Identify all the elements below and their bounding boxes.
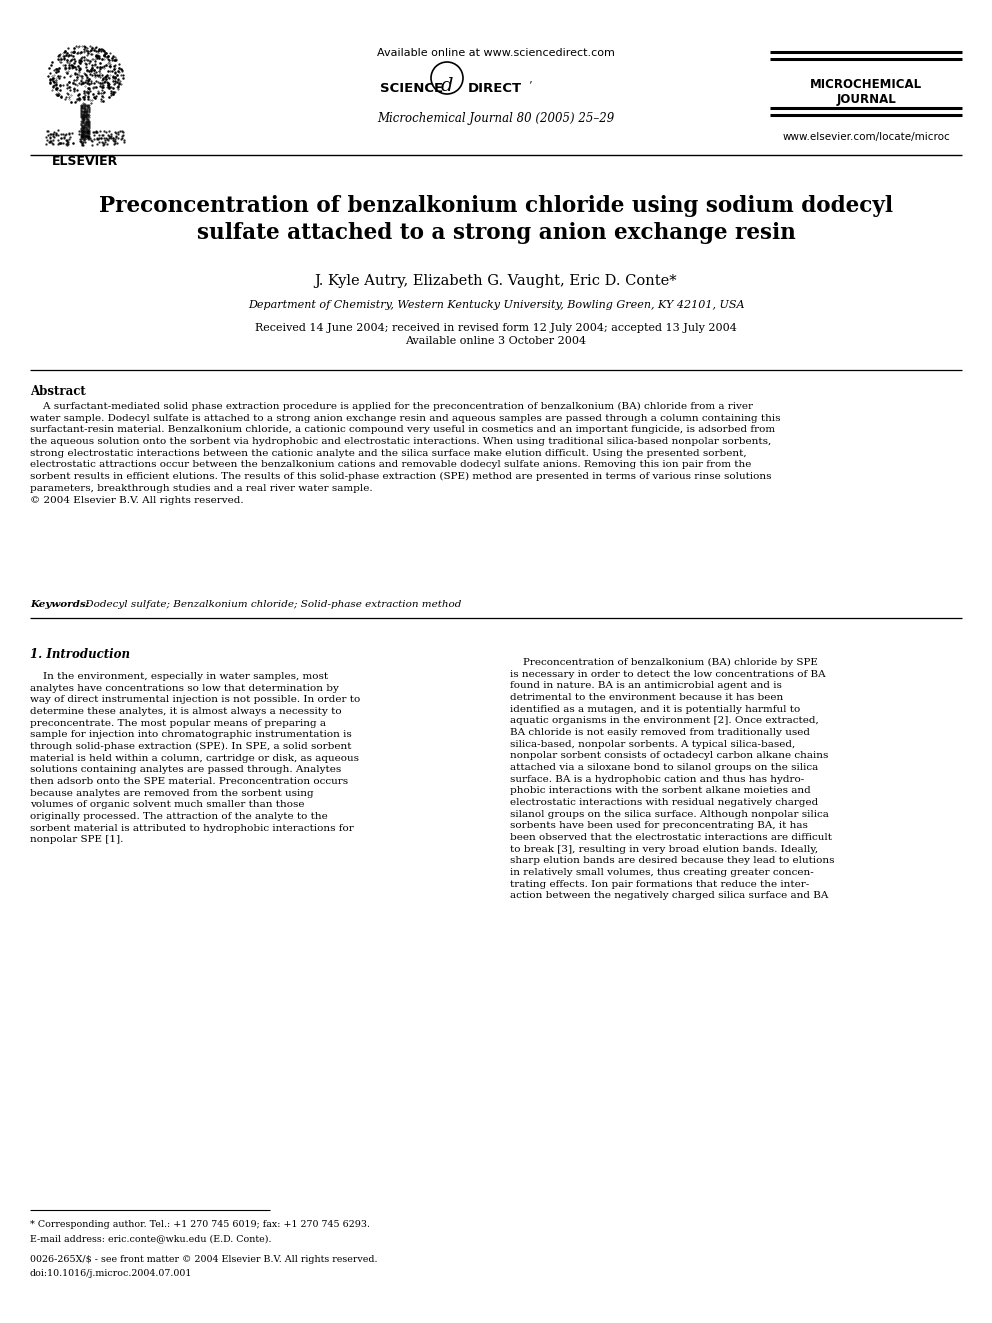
Text: Preconcentration of benzalkonium chloride using sodium dodecyl
sulfate attached : Preconcentration of benzalkonium chlorid… — [99, 194, 893, 245]
Text: E-mail address: eric.conte@wku.edu (E.D. Conte).: E-mail address: eric.conte@wku.edu (E.D.… — [30, 1234, 272, 1244]
Text: J. Kyle Autry, Elizabeth G. Vaught, Eric D. Conte*: J. Kyle Autry, Elizabeth G. Vaught, Eric… — [314, 274, 678, 288]
Text: doi:10.1016/j.microc.2004.07.001: doi:10.1016/j.microc.2004.07.001 — [30, 1269, 192, 1278]
Text: Dodecyl sulfate; Benzalkonium chloride; Solid-phase extraction method: Dodecyl sulfate; Benzalkonium chloride; … — [82, 601, 461, 609]
Text: 0026-265X/$ - see front matter © 2004 Elsevier B.V. All rights reserved.: 0026-265X/$ - see front matter © 2004 El… — [30, 1256, 378, 1263]
Text: In the environment, especially in water samples, most
analytes have concentratio: In the environment, especially in water … — [30, 672, 360, 844]
Text: Received 14 June 2004; received in revised form 12 July 2004; accepted 13 July 2: Received 14 June 2004; received in revis… — [255, 323, 737, 347]
Text: d: d — [440, 77, 453, 95]
Text: Preconcentration of benzalkonium (BA) chloride by SPE
is necessary in order to d: Preconcentration of benzalkonium (BA) ch… — [510, 658, 834, 901]
Text: 1. Introduction: 1. Introduction — [30, 648, 130, 662]
Text: Keywords:: Keywords: — [30, 601, 89, 609]
Text: * Corresponding author. Tel.: +1 270 745 6019; fax: +1 270 745 6293.: * Corresponding author. Tel.: +1 270 745… — [30, 1220, 370, 1229]
Text: Available online at www.sciencedirect.com: Available online at www.sciencedirect.co… — [377, 48, 615, 58]
Text: ELSEVIER: ELSEVIER — [52, 155, 118, 168]
Text: www.elsevier.com/locate/microc: www.elsevier.com/locate/microc — [782, 132, 950, 142]
Text: Microchemical Journal 80 (2005) 25–29: Microchemical Journal 80 (2005) 25–29 — [377, 112, 615, 124]
Text: JOURNAL: JOURNAL — [836, 93, 896, 106]
Text: Department of Chemistry, Western Kentucky University, Bowling Green, KY 42101, U: Department of Chemistry, Western Kentuck… — [248, 300, 744, 310]
Text: DIRECT: DIRECT — [468, 82, 522, 95]
Text: SCIENCE: SCIENCE — [380, 82, 443, 95]
Text: MICROCHEMICAL: MICROCHEMICAL — [809, 78, 922, 91]
Text: A surfactant-mediated solid phase extraction procedure is applied for the precon: A surfactant-mediated solid phase extrac… — [30, 402, 781, 504]
Text: Abstract: Abstract — [30, 385, 85, 398]
Text: ’: ’ — [528, 79, 532, 90]
